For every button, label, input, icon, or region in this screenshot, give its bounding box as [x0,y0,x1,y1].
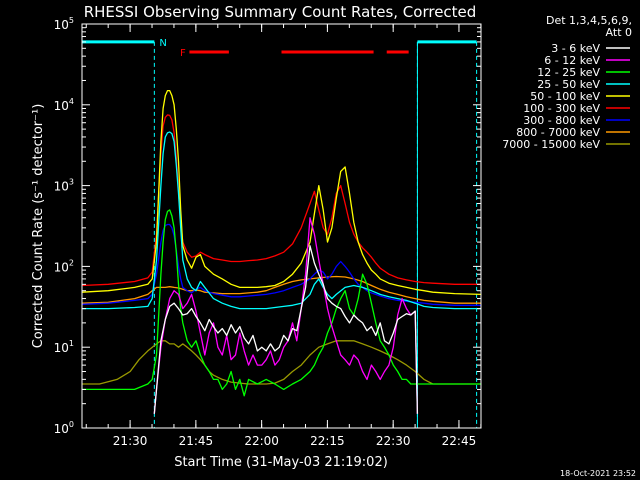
y-tick-label: 103 [54,178,74,194]
x-tick-label: 21:45 [179,434,214,448]
series-line-300to800keV [81,223,481,306]
y-tick-label: 101 [54,339,74,355]
y-axis-label: Corrected Count Rate (s⁻¹ detector⁻¹) [31,104,46,349]
legend-header-line-1: Det 1,3,4,5,6,9, [546,14,632,27]
legend-label: 50 - 100 keV [530,90,600,103]
generation-timestamp: 18-Oct-2021 23:52 [560,469,636,478]
legend-label: 12 - 25 keV [537,66,600,79]
x-axis-label: Start Time (31-May-03 21:19:02) [174,455,388,470]
y-tick-label: 104 [54,97,74,113]
legend-header-line-2: Att 0 [606,26,632,39]
chart-title: RHESSI Observing Summary Count Rates, Co… [84,3,477,21]
plot-frame [81,23,482,429]
legend-label: 7000 - 15000 keV [502,138,600,151]
series-line-12to25keV [82,209,481,397]
x-tick-label: 22:45 [442,434,477,448]
legend-label: 6 - 12 keV [544,54,600,67]
series-line-100to300keV [81,114,481,287]
y-tick-label: 105 [54,16,74,32]
plot-area: NF [81,38,482,428]
series-line-3to6keV [153,245,419,414]
x-tick-label: 21:30 [113,434,148,448]
series-line-50to100keV [81,89,482,296]
legend-label: 25 - 50 keV [537,78,600,91]
legend-label: 300 - 800 keV [523,114,600,127]
y-tick-label: 102 [54,258,74,274]
annotation-n: N [159,38,166,49]
series-line-25to50keV [82,131,481,310]
annotation-f: F [180,48,186,59]
x-tick-label: 22:00 [244,434,279,448]
legend-label: 3 - 6 keV [551,42,600,55]
axes: 100 101 102 103 104 105 21:30 21:45 22:00 22:15 22… [54,16,482,448]
legend-label: 100 - 300 keV [523,102,600,115]
legend-label: 800 - 7000 keV [516,126,600,139]
y-tick-label: 100 [54,420,74,436]
x-tick-label: 22:15 [310,434,345,448]
series-line-6to12keV [153,217,419,414]
series-line-800to7000keV [81,275,481,304]
x-tick-label: 22:30 [376,434,411,448]
series-line-7000to15000keV [82,340,481,385]
